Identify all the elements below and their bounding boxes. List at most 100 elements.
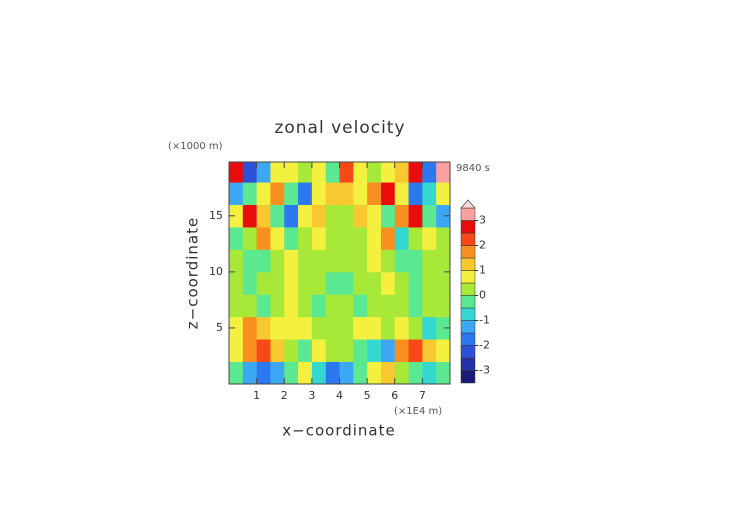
cell	[408, 271, 423, 295]
cell	[284, 271, 299, 295]
cell	[229, 361, 244, 385]
cell	[436, 316, 451, 340]
cell	[242, 204, 258, 228]
cell	[284, 294, 299, 318]
cell	[422, 316, 437, 340]
cell	[311, 249, 327, 273]
colorbar-band	[460, 257, 476, 271]
cell	[380, 339, 396, 362]
cell	[325, 361, 340, 385]
cell	[436, 271, 451, 295]
colorbar-tick-label: -3	[479, 364, 490, 377]
cell	[256, 294, 271, 318]
cell	[284, 339, 299, 362]
y-tick-label: 10	[209, 265, 223, 278]
cell	[353, 361, 368, 385]
colorbar-band	[460, 370, 476, 384]
cell	[325, 204, 340, 228]
cell	[422, 361, 437, 385]
cell	[284, 182, 299, 206]
cell	[256, 204, 271, 228]
colorbar-over	[460, 199, 476, 209]
y-axis-label: z−coordinate	[184, 217, 202, 329]
cell	[325, 227, 340, 250]
cell	[270, 294, 285, 318]
cell	[242, 294, 258, 318]
cell	[325, 162, 340, 183]
cell	[367, 361, 382, 385]
cell	[422, 294, 437, 318]
cell	[394, 339, 409, 362]
x-tick-label: 3	[308, 389, 315, 402]
colorbar-band	[460, 270, 476, 284]
y-tick-label: 5	[216, 321, 223, 334]
colorbar-band	[460, 282, 476, 296]
cell	[311, 204, 327, 228]
cell	[325, 316, 340, 340]
cell	[298, 339, 313, 362]
cell	[408, 316, 423, 340]
cell	[436, 227, 451, 250]
chart-title: zonal velocity	[274, 118, 405, 138]
colorbar-tick-label: 0	[479, 289, 486, 302]
cell	[256, 227, 271, 250]
cell	[339, 339, 354, 362]
cell	[298, 294, 313, 318]
x-tick-label: 4	[336, 389, 343, 402]
cell	[284, 361, 299, 385]
cell	[284, 204, 299, 228]
cell	[242, 271, 258, 295]
cell	[270, 339, 285, 362]
cell	[422, 271, 437, 295]
cell	[408, 294, 423, 318]
cell	[436, 361, 451, 385]
cell	[270, 204, 285, 228]
cell	[394, 361, 409, 385]
cell	[380, 204, 396, 228]
colorbar-band	[460, 357, 476, 371]
cell	[436, 162, 451, 183]
cell	[298, 227, 313, 250]
cell	[422, 249, 437, 273]
cell	[436, 249, 451, 273]
cell	[242, 361, 258, 385]
cell	[311, 294, 327, 318]
colorbar-band	[460, 220, 476, 234]
cell	[325, 339, 340, 362]
cell	[270, 249, 285, 273]
colorbar-band	[460, 332, 476, 346]
field	[229, 162, 451, 385]
cell	[311, 316, 327, 340]
cell	[408, 361, 423, 385]
cell	[284, 316, 299, 340]
cell	[325, 249, 340, 273]
cell	[367, 294, 382, 318]
cell	[353, 294, 368, 318]
cell	[408, 162, 423, 183]
cell	[422, 204, 437, 228]
x-tick-label: 1	[253, 389, 260, 402]
cell	[256, 249, 271, 273]
x-axis-label: x−coordinate	[282, 422, 395, 440]
cell	[298, 271, 313, 295]
cell	[367, 227, 382, 250]
y-unit-note: (×1000 m)	[168, 141, 223, 152]
y-tick-label: 15	[209, 209, 223, 222]
cell	[298, 204, 313, 228]
cell	[242, 227, 258, 250]
cell	[284, 162, 299, 183]
cell	[367, 182, 382, 206]
cell	[229, 204, 244, 228]
cell	[394, 227, 409, 250]
colorbar-band	[460, 307, 476, 321]
cell	[394, 294, 409, 318]
cell	[242, 162, 258, 183]
cell	[256, 316, 271, 340]
cell	[380, 316, 396, 340]
cell	[408, 204, 423, 228]
cell	[284, 227, 299, 250]
colorbar-band	[460, 207, 476, 221]
cell	[380, 249, 396, 273]
cell	[408, 182, 423, 206]
